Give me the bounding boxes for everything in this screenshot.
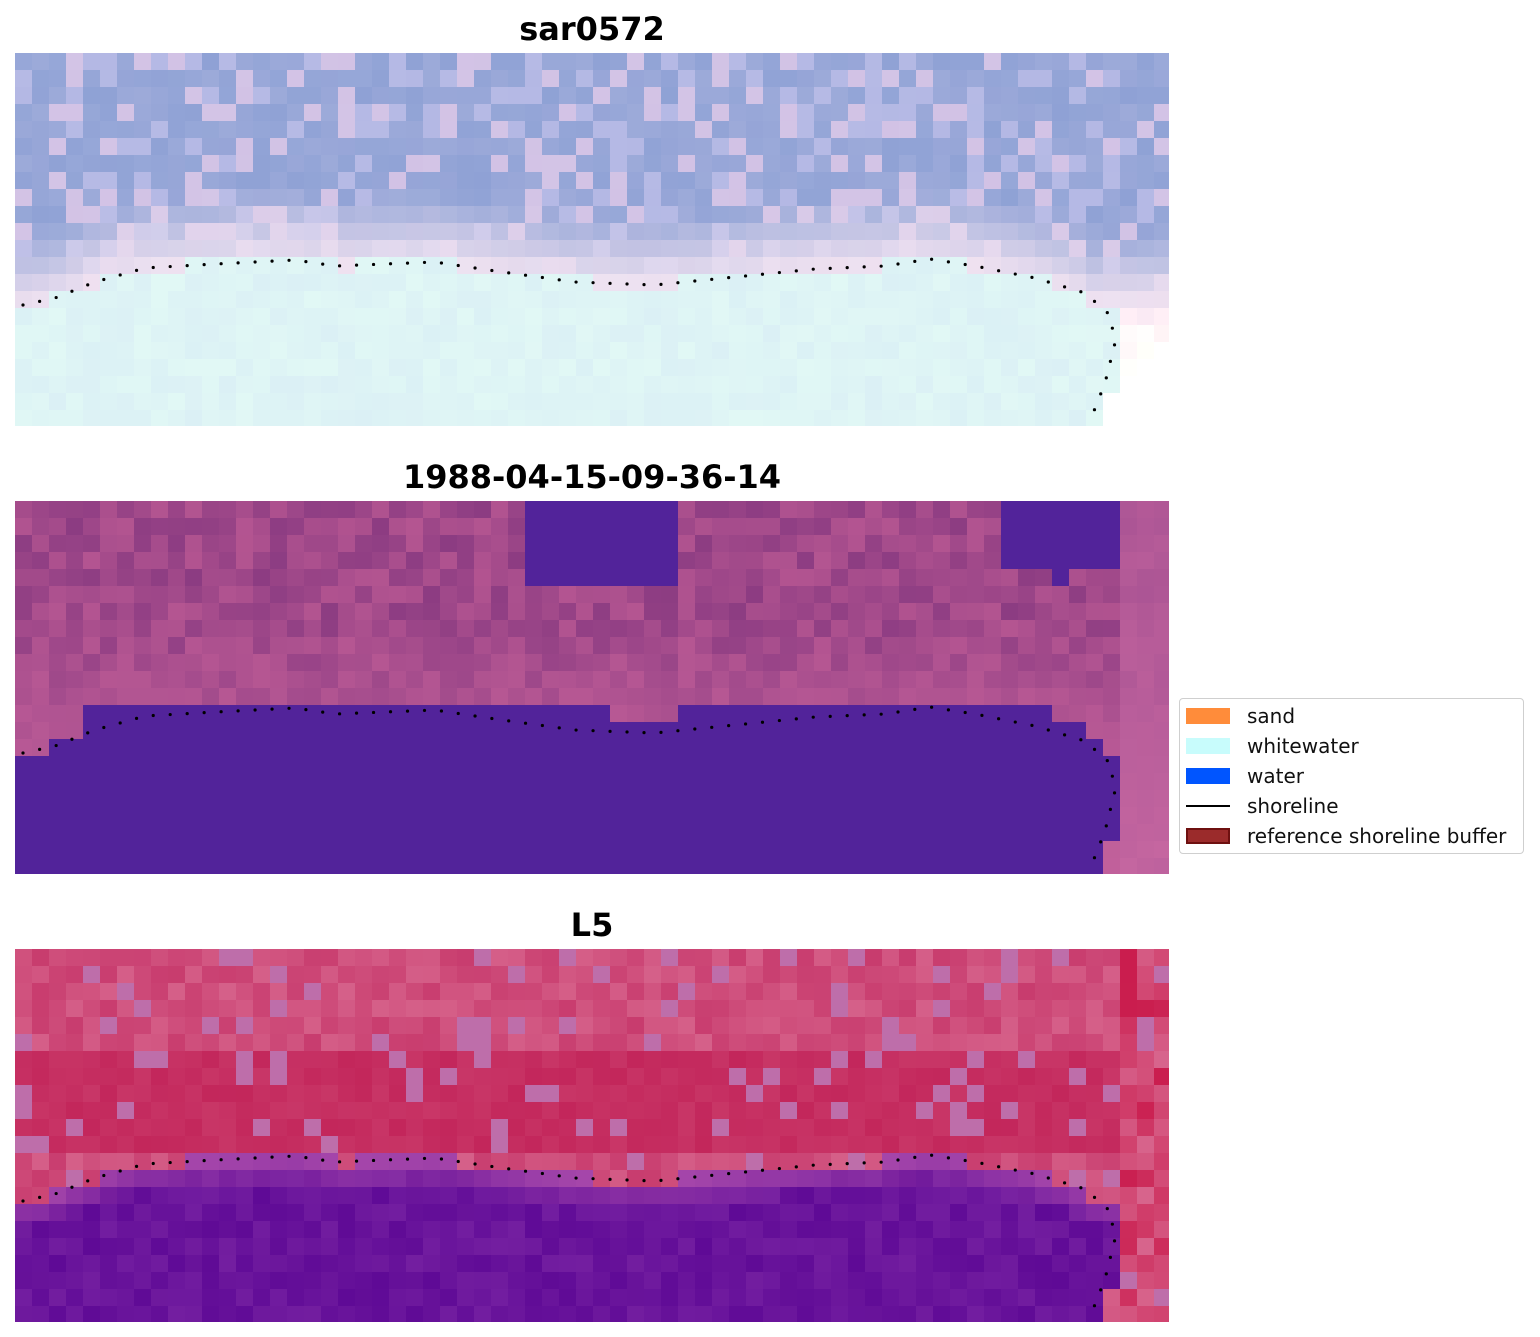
- shoreline-dots: [21, 705, 1117, 860]
- legend-label-shoreline: shoreline: [1247, 794, 1339, 818]
- legend-item-water: water: [1186, 764, 1521, 788]
- legend-item-shoreline: shoreline: [1186, 794, 1521, 818]
- whitewater-swatch-icon: [1186, 738, 1230, 754]
- legend-item-sand: sand: [1186, 704, 1521, 728]
- sar-image-panel: [15, 53, 1169, 426]
- panel-title-1: sar0572: [519, 10, 665, 48]
- legend-label-sand: sand: [1247, 704, 1296, 728]
- l5-image-panel: [15, 949, 1169, 1322]
- classified-image-panel: [15, 501, 1169, 874]
- raster-pixels: [15, 501, 1169, 874]
- legend-item-whitewater: whitewater: [1186, 734, 1521, 758]
- panel-title-3: L5: [570, 906, 614, 944]
- sand-swatch-icon: [1186, 708, 1230, 724]
- raster-pixels: [15, 949, 1169, 1322]
- legend-item-reference-buffer: reference shoreline buffer: [1186, 824, 1521, 848]
- panel-title-2: 1988-04-15-09-36-14: [402, 458, 782, 496]
- reference-buffer-swatch-icon: [1186, 828, 1230, 844]
- shoreline-dots: [21, 257, 1117, 412]
- legend-label-reference-buffer: reference shoreline buffer: [1247, 824, 1507, 848]
- water-swatch-icon: [1186, 768, 1230, 784]
- shoreline-line-icon: [1186, 805, 1230, 807]
- legend-label-water: water: [1247, 764, 1304, 788]
- legend: sand whitewater water shoreline referenc…: [1179, 698, 1524, 854]
- legend-label-whitewater: whitewater: [1247, 734, 1359, 758]
- raster-pixels: [15, 53, 1169, 426]
- shoreline-dots: [21, 1153, 1117, 1308]
